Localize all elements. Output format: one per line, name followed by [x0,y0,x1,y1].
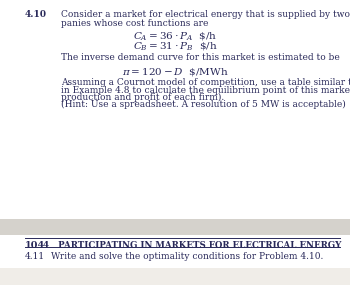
Text: The inverse demand curve for this market is estimated to be: The inverse demand curve for this market… [61,53,340,62]
Text: Write and solve the optimality conditions for Problem 4.10.: Write and solve the optimality condition… [51,252,323,261]
Text: $\pi = 120 - D$  \$/MWh: $\pi = 120 - D$ \$/MWh [122,66,228,78]
Text: Consider a market for electrical energy that is supplied by two generating com-: Consider a market for electrical energy … [61,10,350,19]
Text: $C_A = 36 \cdot P_A$  \$/h: $C_A = 36 \cdot P_A$ \$/h [133,30,217,42]
Text: 104: 104 [25,241,45,250]
Text: in Example 4.8 to calculate the equilibrium point of this market (price, quantit: in Example 4.8 to calculate the equilibr… [61,86,350,95]
Text: (Hint: Use a spreadsheet. A resolution of 5 MW is acceptable): (Hint: Use a spreadsheet. A resolution o… [61,100,346,109]
Text: 4.10: 4.10 [25,10,47,19]
Text: 4.11: 4.11 [25,252,45,261]
Text: 4   PARTICIPATING IN MARKETS FOR ELECTRICAL ENERGY: 4 PARTICIPATING IN MARKETS FOR ELECTRICA… [43,241,342,250]
Bar [0,219,350,235]
Text: panies whose cost functions are: panies whose cost functions are [61,19,209,28]
Text: Assuming a Cournot model of competition, use a table similar to the one used: Assuming a Cournot model of competition,… [61,78,350,87]
Text: production and profit of each firm).: production and profit of each firm). [61,93,224,102]
Text: $C_B = 31 \cdot P_B$  \$/h: $C_B = 31 \cdot P_B$ \$/h [133,40,217,52]
